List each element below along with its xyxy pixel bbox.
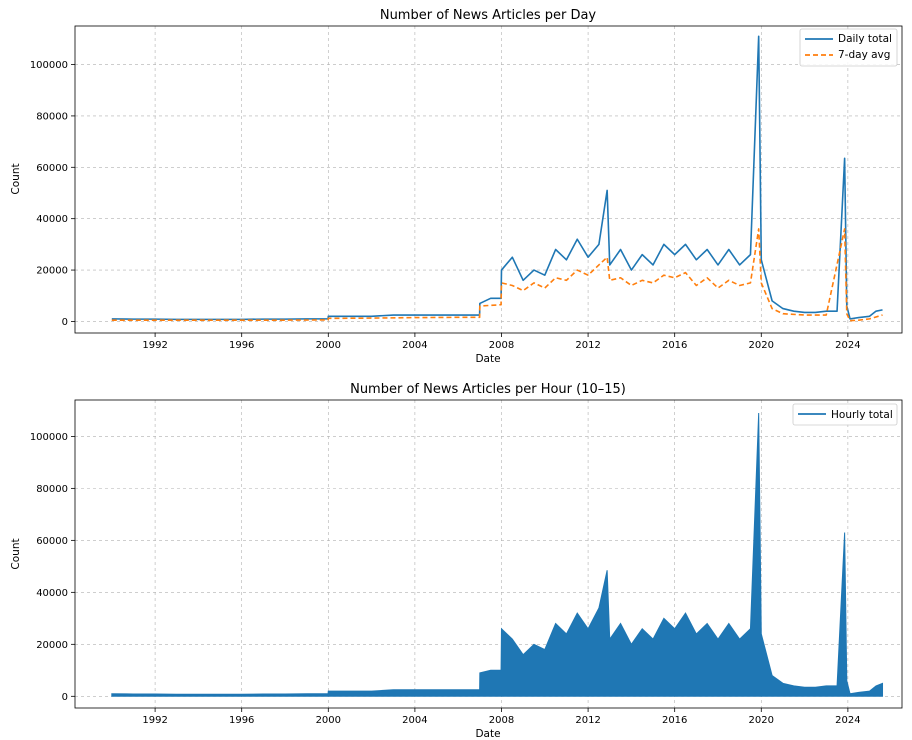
daily-y-axis-label: Count <box>10 163 22 194</box>
hourly-x-tick-label: 2008 <box>489 715 514 726</box>
daily-y-tick-label: 0 <box>62 317 68 328</box>
hourly-y-tick-label: 60000 <box>36 536 68 547</box>
hourly-x-tick-label: 2000 <box>316 715 341 726</box>
hourly-x-tick-label: 1996 <box>229 715 254 726</box>
daily-y-tick-label: 60000 <box>36 163 68 174</box>
hourly-y-tick-label: 20000 <box>36 640 68 651</box>
daily-chart-title: Number of News Articles per Day <box>380 8 597 23</box>
daily-x-tick-label: 1996 <box>229 340 254 351</box>
hourly-x-axis-label: Date <box>475 728 500 740</box>
daily-axes-frame <box>74 25 903 334</box>
daily-y-tick-label: 20000 <box>36 266 68 277</box>
daily-x-tick-label: 2004 <box>402 340 427 351</box>
hourly-legend: Hourly total <box>792 403 898 426</box>
daily-x-tick-label: 2012 <box>575 340 600 351</box>
hourly-x-tick-label: 2004 <box>402 715 427 726</box>
hourly-chart-panel: Number of News Articles per Hour (10–15)… <box>10 382 903 740</box>
hourly-x-tick-label: 2016 <box>662 715 687 726</box>
series-daily-total-line <box>111 35 883 321</box>
hourly-y-axis-label: Count <box>10 538 22 569</box>
series-7-day-avg-line <box>111 228 883 322</box>
hourly-legend-box <box>792 403 898 426</box>
hourly-y-tick-label: 0 <box>62 692 68 703</box>
daily-y-tick-label: 100000 <box>30 60 68 71</box>
hourly-y-tick-label: 80000 <box>36 484 68 495</box>
hourly-plot-area <box>111 412 884 697</box>
daily-chart-panel: Number of News Articles per Day 1992 1996… <box>10 8 903 365</box>
daily-x-tick-label: 2020 <box>749 340 774 351</box>
hourly-x-tick-label: 2024 <box>835 715 860 726</box>
daily-x-tick-label: 2016 <box>662 340 687 351</box>
daily-x-axis-label: Date <box>475 353 500 365</box>
daily-x-tick-label: 2024 <box>835 340 860 351</box>
series-hourly-total-area <box>111 412 884 697</box>
daily-legend: Daily total 7-day avg <box>799 28 898 67</box>
hourly-x-ticks: 1992 1996 2000 2004 2008 2012 2016 2020 2024 <box>142 708 861 726</box>
legend-daily-total-label: Daily total <box>838 33 892 45</box>
daily-y-tick-label: 80000 <box>36 111 68 122</box>
hourly-axes-frame <box>74 399 903 709</box>
daily-grid <box>75 26 902 333</box>
daily-y-tick-label: 40000 <box>36 214 68 225</box>
hourly-y-tick-label: 40000 <box>36 588 68 599</box>
hourly-x-tick-label: 2012 <box>575 715 600 726</box>
hourly-grid <box>75 400 902 708</box>
hourly-x-tick-label: 2020 <box>749 715 774 726</box>
daily-x-tick-label: 1992 <box>142 340 167 351</box>
hourly-y-ticks: 0 20000 40000 60000 80000 100000 <box>30 432 75 703</box>
hourly-chart-title: Number of News Articles per Hour (10–15) <box>350 382 626 397</box>
legend-7day-avg-label: 7-day avg <box>838 49 890 61</box>
daily-x-tick-label: 2000 <box>316 340 341 351</box>
daily-x-ticks: 1992 1996 2000 2004 2008 2012 2016 2020 2024 <box>142 333 861 351</box>
daily-y-ticks: 0 20000 40000 60000 80000 100000 <box>30 60 75 328</box>
legend-hourly-total-label: Hourly total <box>831 409 893 421</box>
hourly-x-tick-label: 1992 <box>142 715 167 726</box>
hourly-y-tick-label: 100000 <box>30 432 68 443</box>
daily-plot-area <box>111 35 883 322</box>
daily-x-tick-label: 2008 <box>489 340 514 351</box>
